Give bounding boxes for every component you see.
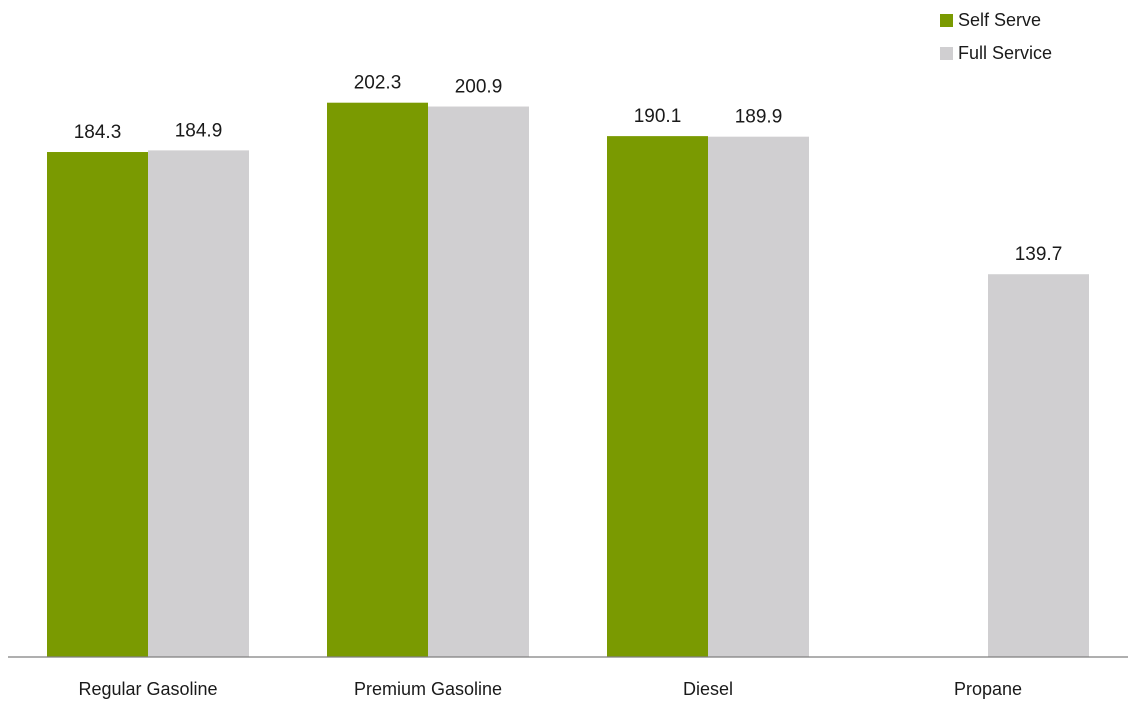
value-label-propane-full-service: 139.7 [1015, 244, 1063, 265]
value-label-diesel-full-service: 189.9 [735, 107, 783, 128]
legend-swatch-self-serve [940, 14, 953, 27]
bars-group [47, 102, 1089, 658]
bar-propane-full-service [988, 274, 1089, 657]
bar-premium-gasoline-self-serve [327, 102, 428, 657]
x-tick-label-diesel: Diesel [683, 679, 733, 699]
legend: Self Serve Full Service [940, 4, 1052, 70]
value-label-diesel-self-serve: 190.1 [634, 106, 682, 127]
x-tick-label-regular-gasoline: Regular Gasoline [78, 679, 217, 699]
value-labels-group: 184.3 184.9 202.3 200.9 190.1 189.9 139.7 [74, 73, 1063, 266]
legend-swatch-full-service [940, 47, 953, 60]
bar-diesel-self-serve [607, 136, 708, 658]
legend-item-full-service: Full Service [940, 37, 1052, 70]
bar-premium-gasoline-full-service [428, 106, 529, 657]
x-tick-label-propane: Propane [954, 679, 1022, 699]
value-label-premium-gasoline-full-service: 200.9 [455, 77, 503, 98]
legend-label-self-serve: Self Serve [958, 10, 1042, 30]
x-tick-labels-group: Regular Gasoline Premium Gasoline Diesel Pr… [78, 679, 1022, 699]
value-label-regular-gasoline-self-serve: 184.3 [74, 122, 122, 143]
bar-regular-gasoline-full-service [148, 150, 249, 657]
value-label-premium-gasoline-self-serve: 202.3 [354, 73, 402, 94]
x-tick-label-premium-gasoline: Premium Gasoline [354, 679, 502, 699]
bar-diesel-full-service [708, 136, 809, 657]
value-label-regular-gasoline-full-service: 184.9 [175, 120, 223, 141]
legend-item-self-serve: Self Serve [940, 4, 1052, 37]
legend-label-full-service: Full Service [958, 43, 1053, 63]
bar-regular-gasoline-self-serve [47, 152, 148, 657]
